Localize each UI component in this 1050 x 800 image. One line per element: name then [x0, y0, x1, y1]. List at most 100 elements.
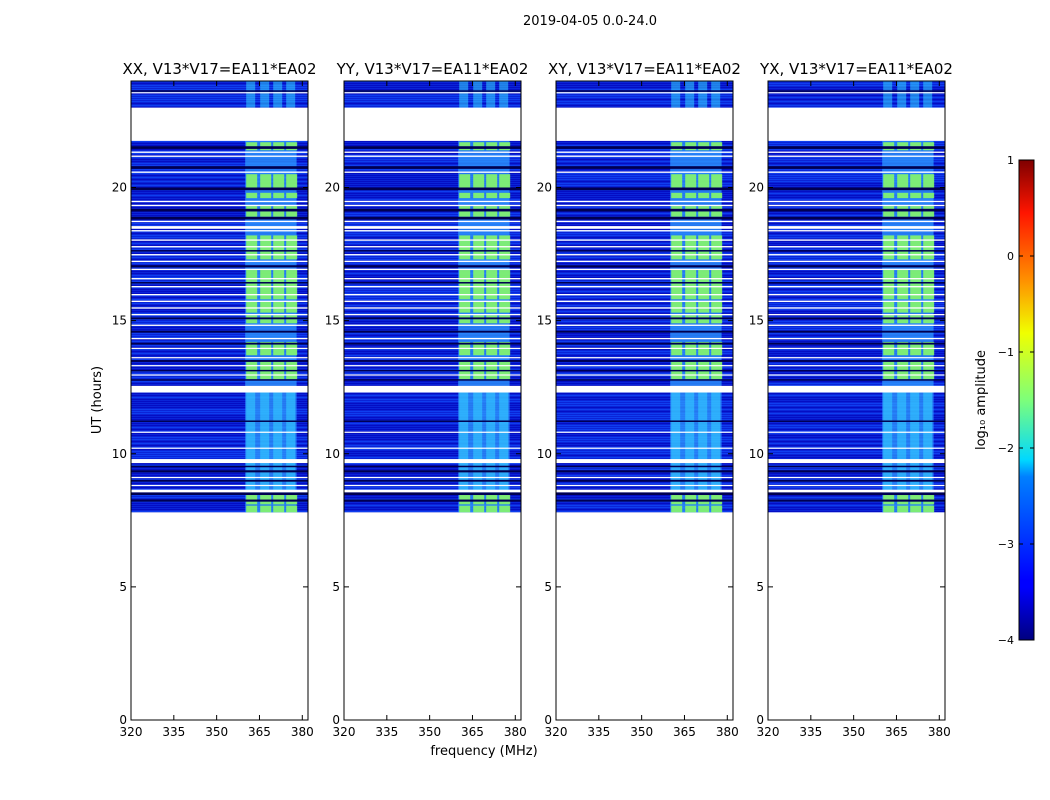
- y-tick-label: 0: [544, 713, 552, 727]
- noise-row: [131, 175, 308, 176]
- data-gap: [131, 260, 308, 263]
- noise-row: [131, 149, 308, 150]
- noise-row: [344, 363, 521, 364]
- noise-row: [344, 95, 521, 96]
- data-gap: [768, 347, 945, 349]
- noise-row: [556, 499, 733, 500]
- noise-row: [768, 349, 945, 350]
- data-gap: [768, 254, 945, 256]
- noise-row: [556, 93, 733, 94]
- rfi-cell: [685, 270, 697, 300]
- noise-row: [131, 489, 308, 490]
- rfi-cell: [897, 174, 909, 188]
- noise-row: [556, 223, 733, 224]
- noise-row: [344, 419, 521, 420]
- noise-row: [556, 159, 733, 160]
- noise-row: [556, 219, 733, 220]
- noise-row: [768, 345, 945, 346]
- flagged-row: [131, 282, 308, 284]
- flagged-row: [344, 250, 521, 252]
- noise-row: [131, 333, 308, 334]
- noise-row: [556, 427, 733, 428]
- data-gap: [344, 260, 521, 263]
- noise-row: [556, 97, 733, 98]
- rfi-cell: [698, 270, 710, 300]
- y-tick-label: 15: [112, 314, 127, 328]
- noise-row: [768, 97, 945, 98]
- noise-row: [344, 495, 521, 496]
- rfi-cell: [459, 174, 471, 188]
- noise-row: [768, 487, 945, 488]
- noise-row: [768, 441, 945, 442]
- y-tick-label: 5: [119, 580, 127, 594]
- noise-row: [768, 159, 945, 160]
- rfi-streak: [897, 392, 907, 492]
- rfi-cell: [698, 493, 710, 505]
- flagged-row: [131, 90, 308, 92]
- flagged-row: [768, 208, 945, 212]
- noise-row: [768, 467, 945, 468]
- rfi-streak: [260, 392, 270, 492]
- y-tick-label: 0: [119, 713, 127, 727]
- data-gap: [556, 385, 733, 393]
- rfi-cell: [473, 174, 485, 188]
- noise-row: [768, 237, 945, 238]
- rfi-cell: [698, 192, 710, 199]
- noise-row: [768, 153, 945, 154]
- noise-row: [131, 289, 308, 290]
- noise-row: [556, 497, 733, 498]
- noise-row: [344, 293, 521, 294]
- noise-row: [768, 245, 945, 246]
- x-tick-label: 320: [757, 725, 780, 739]
- noise-row: [556, 213, 733, 214]
- noise-row: [344, 341, 521, 342]
- noise-row: [768, 429, 945, 430]
- noise-row: [556, 403, 733, 404]
- noise-row: [344, 97, 521, 98]
- noise-row: [768, 449, 945, 450]
- noise-row: [556, 191, 733, 192]
- flagged-row: [768, 465, 945, 468]
- noise-row: [768, 337, 945, 338]
- data-gap: [768, 286, 945, 288]
- rfi-cell: [459, 493, 471, 505]
- noise-row: [131, 423, 308, 424]
- noise-row: [556, 435, 733, 436]
- flagged-row: [344, 369, 521, 372]
- noise-row: [344, 431, 521, 432]
- noise-row: [556, 347, 733, 348]
- noise-row: [344, 411, 521, 412]
- noise-row: [131, 155, 308, 156]
- data-gap: [131, 268, 308, 271]
- noise-row: [768, 403, 945, 404]
- flagged-row: [344, 330, 521, 333]
- data-gap: [131, 337, 308, 340]
- flagged-row: [768, 90, 945, 92]
- flagged-row: [344, 265, 521, 268]
- noise-row: [556, 141, 733, 142]
- data-gap: [768, 107, 945, 141]
- noise-row: [768, 191, 945, 192]
- noise-row: [344, 349, 521, 350]
- data-gap: [344, 484, 521, 487]
- noise-row: [344, 443, 521, 444]
- noise-row: [556, 473, 733, 474]
- data-gap: [556, 324, 733, 326]
- rfi-streak: [671, 392, 681, 492]
- noise-row: [131, 85, 308, 86]
- x-axis-label: frequency (MHz): [430, 744, 537, 759]
- data-gap: [556, 484, 733, 487]
- noise-row: [556, 495, 733, 496]
- noise-row: [556, 295, 733, 296]
- rfi-cell: [246, 493, 258, 505]
- noise-row: [131, 371, 308, 372]
- noise-row: [556, 321, 733, 322]
- x-tick-label: 365: [673, 725, 696, 739]
- noise-row: [131, 285, 308, 286]
- noise-row: [768, 169, 945, 170]
- flagged-row: [556, 499, 733, 502]
- noise-row: [768, 219, 945, 220]
- noise-row: [344, 465, 521, 466]
- noise-row: [556, 171, 733, 172]
- noise-row: [556, 373, 733, 374]
